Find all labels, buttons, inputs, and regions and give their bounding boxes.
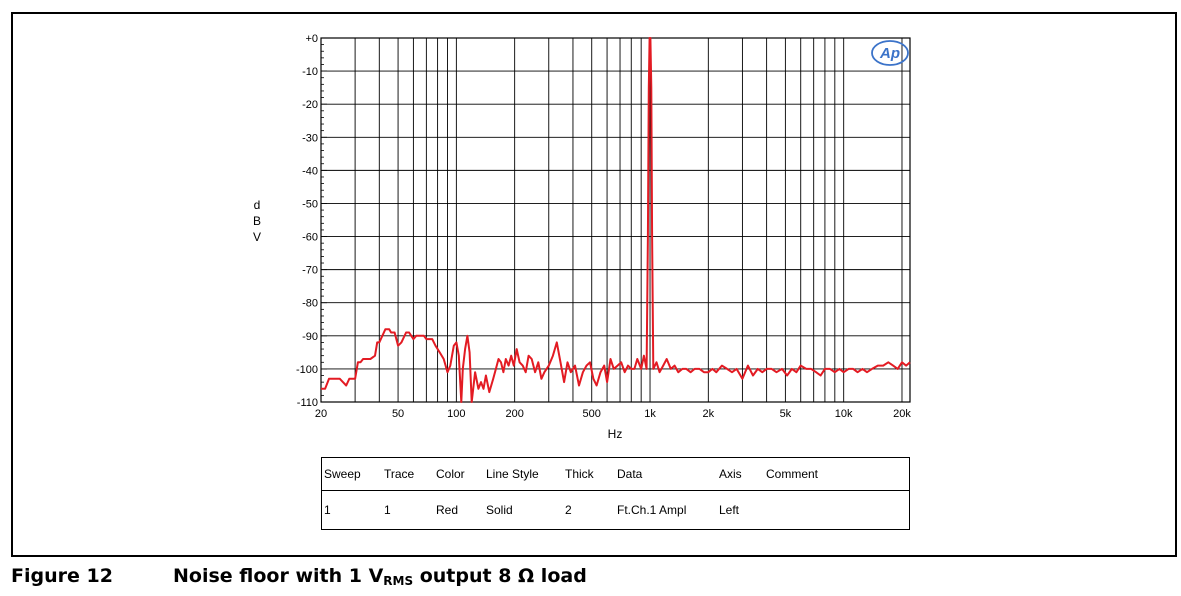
x-tick-label: 1k <box>644 408 656 420</box>
legend-data-row: 1 1 Red Solid 2 Ft.Ch.1 Ampl Left <box>322 491 910 530</box>
x-tick-label: 100 <box>447 408 465 420</box>
x-axis-ticks: 20 50 100 200 500 1k 2k 5k 10k 20k <box>315 408 911 420</box>
legend-header-cell: Axis <box>719 467 742 481</box>
y-tick-label: -100 <box>296 364 318 376</box>
legend-header-cell: Color <box>436 467 465 481</box>
legend-header-cell: Thick <box>565 467 594 481</box>
x-axis-label: Hz <box>607 427 623 441</box>
legend-cell: Ft.Ch.1 Ampl <box>617 503 687 517</box>
y-tick-label: -40 <box>302 165 318 177</box>
y-tick-label: -20 <box>302 99 318 111</box>
x-tick-label: 500 <box>583 408 601 420</box>
y-tick-label: +0 <box>305 33 318 45</box>
legend-cell: Left <box>719 503 740 517</box>
x-tick-label: 20k <box>893 408 911 420</box>
legend-header-row: Sweep Trace Color Line Style Thick Data … <box>321 458 910 491</box>
legend-header-cell: Line Style <box>486 467 539 481</box>
ap-logo: Ap <box>871 40 909 66</box>
y-tick-label: -50 <box>302 198 318 210</box>
legend-cell: Red <box>436 503 459 517</box>
legend-header-cell: Comment <box>766 467 819 481</box>
y-tick-label: -110 <box>297 397 318 409</box>
figure-number: Figure 12 <box>11 565 113 587</box>
legend-cell <box>764 491 910 530</box>
x-tick-label: 50 <box>392 408 404 420</box>
x-tick-label: 10k <box>835 408 853 420</box>
legend-cell: 2 <box>565 503 572 517</box>
y-axis-label-letter: V <box>252 230 261 244</box>
y-axis-ticks: +0 -10 -20 -30 -40 -50 -60 -70 -80 -90 -100 -110 <box>296 33 327 409</box>
y-tick-label: -70 <box>302 265 318 277</box>
y-axis-label-letter: d <box>253 198 261 212</box>
x-tick-label: 2k <box>703 408 715 420</box>
legend-table: Sweep Trace Color Line Style Thick Data … <box>321 457 910 530</box>
caption-text-before: Noise floor with 1 V <box>173 565 384 587</box>
figure-caption: Figure 12 Noise floor with 1 VRMS output … <box>11 565 587 588</box>
x-tick-label: 20 <box>315 408 327 420</box>
legend-cell: 1 <box>324 503 331 517</box>
figure-frame <box>11 12 1177 557</box>
legend-header-cell: Data <box>617 467 643 481</box>
svg-text:Ap: Ap <box>879 45 900 62</box>
legend-cell: Solid <box>486 503 513 517</box>
y-tick-label: -30 <box>302 132 318 144</box>
x-tick-label: 200 <box>505 408 523 420</box>
y-tick-label: -10 <box>302 66 318 78</box>
legend-cell: 1 <box>384 503 391 517</box>
caption-subscript: RMS <box>383 574 414 588</box>
caption-text-after: output 8 Ω load <box>413 565 587 587</box>
legend-header-cell: Sweep <box>324 467 361 481</box>
legend-header-cell: Trace <box>384 467 415 481</box>
y-axis-label-letter: B <box>252 214 261 228</box>
y-tick-label: -90 <box>302 331 318 343</box>
y-tick-label: -80 <box>302 298 318 310</box>
y-axis-label: d B V <box>248 197 266 245</box>
grid-lines <box>321 37 910 403</box>
trace-line <box>321 37 911 403</box>
plot-border <box>320 37 911 403</box>
y-tick-label: -60 <box>302 232 318 244</box>
x-tick-label: 5k <box>780 408 792 420</box>
